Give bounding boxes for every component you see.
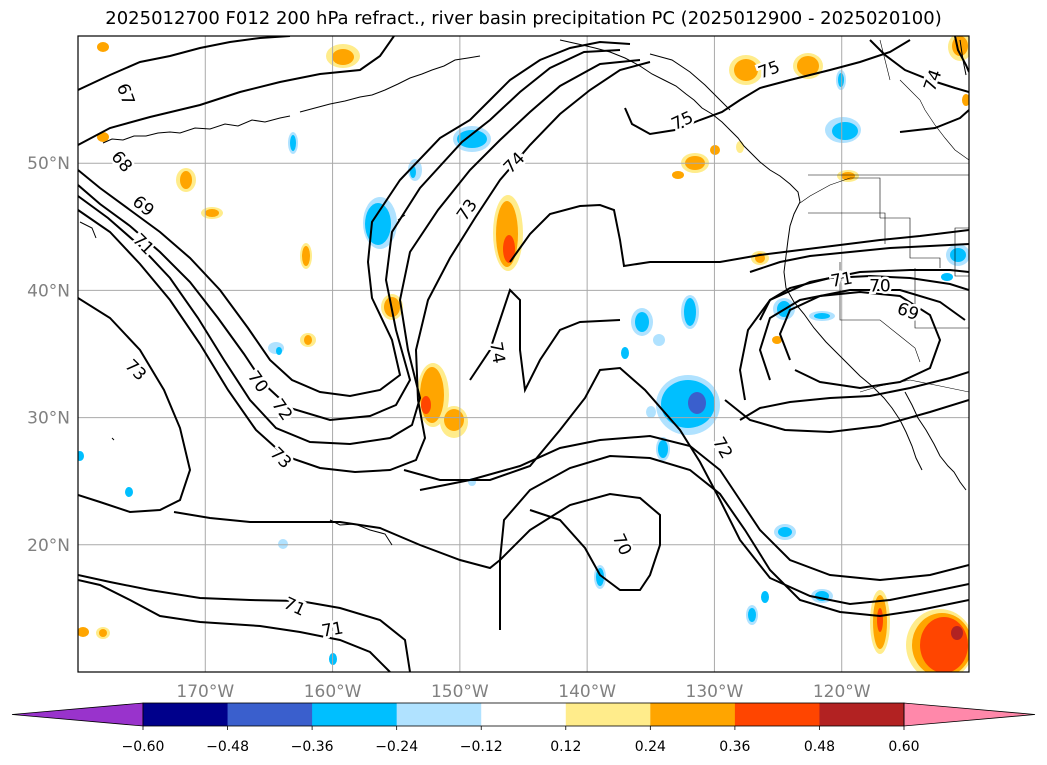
lat-label-0: 50°N [27,154,70,174]
lat-label-3: 20°N [27,536,70,556]
lon-label-3: 140°W [558,682,616,702]
contour-label-1: 68 [107,147,136,176]
longitude-labels: 170°W 160°W 150°W 140°W 130°W 120°W [176,682,870,702]
colorbar-tick-label-0: −0.60 [122,739,165,755]
map-title: 2025012700 F012 200 hPa refract., river … [105,8,942,29]
contour-label-15: 74 [920,67,946,94]
map-gridlines [78,36,969,672]
colorbar-extend-low [11,702,144,727]
contour-label-5: 70 [243,367,272,396]
colorbar-tick-label-6: 0.24 [635,739,666,755]
colorbar-tick-label-9: 0.60 [888,739,919,755]
colorbar-segment-3 [396,703,482,726]
contour-label-12: 74 [485,340,508,365]
colorbar-tick-label-2: −0.36 [291,739,334,755]
contour-label-17: 70 [608,531,635,559]
latitude-labels: 50°N 40°N 30°N 20°N [27,154,70,556]
colorbar-tick-label-8: 0.48 [804,739,835,755]
colorbar-tick-label-4: −0.12 [460,739,503,755]
lon-label-4: 130°W [686,682,744,702]
colorbar-segment-2 [312,703,398,726]
lon-label-2: 150°W [431,682,489,702]
contour-label-20: 69 [894,299,921,325]
lat-label-2: 30°N [27,409,70,429]
colorbar-segment-0 [143,703,229,726]
contour-label-18: 71 [829,268,854,291]
refractivity-contours [78,36,969,672]
map-frame [77,35,970,673]
colorbar-segment-1 [227,703,313,726]
colorbar-tick-label-3: −0.24 [375,739,418,755]
precip-shading [78,36,969,672]
contour-label-10: 73 [453,196,482,225]
contour-label-2: 69 [128,192,157,221]
colorbar [11,702,1036,727]
colorbar-segment-4 [481,703,567,726]
lon-label-0: 170°W [176,682,234,702]
colorbar-tick-labels: −0.60 −0.48 −0.36 −0.24 −0.12 0.12 0.24 0.36 0.4… [122,726,920,755]
contour-label-0: 67 [112,81,138,108]
colorbar-frame [142,702,905,727]
contour-label-19: 70 [869,277,891,297]
contour-label-6: 72 [267,395,296,424]
contour-label-9: 71 [320,618,345,641]
colorbar-tick-label-1: −0.48 [206,739,249,755]
lon-label-1: 160°W [304,682,362,702]
colorbar-segment-7 [734,703,820,726]
contour-label-7: 73 [266,444,295,473]
colorbar-segment-8 [819,703,905,726]
lon-label-5: 120°W [813,682,871,702]
colorbar-segment-5 [565,703,651,726]
lat-label-1: 40°N [27,281,70,301]
colorbar-extend-high [903,702,1036,727]
contour-label-16: 72 [708,434,736,463]
political-borders [799,39,969,393]
colorbar-tick-label-5: 0.12 [550,739,581,755]
colorbar-tick-label-7: 0.36 [719,739,750,755]
colorbar-segment-6 [650,703,736,726]
contour-label-8: 71 [280,593,308,620]
precip-negative-blobs [78,70,969,665]
precip-positive-blobs [78,36,969,672]
